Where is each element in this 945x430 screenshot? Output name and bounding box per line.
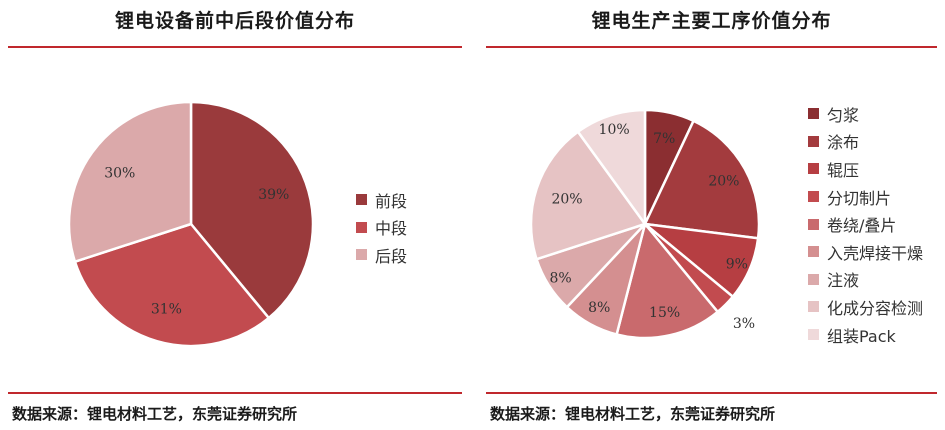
right-legend-label: 涂布 — [827, 133, 860, 153]
right-chart-title: 锂电生产主要工序价值分布 — [591, 10, 832, 32]
right-slice-label-4: 15% — [649, 305, 680, 321]
left-legend-label: 中段 — [375, 219, 408, 239]
right-legend-label: 入壳焊接干燥 — [827, 243, 924, 263]
left-slice-label-1: 31% — [151, 302, 182, 318]
left-legend-label: 后段 — [375, 246, 408, 266]
right-legend: 匀浆涂布辊压分切制片卷绕/叠片入壳焊接干燥 注液化成分容检测 组装Pack — [808, 100, 923, 348]
right-legend-item: 入壳焊接干燥 — [808, 238, 923, 266]
right-legend-swatch — [808, 329, 819, 341]
right-legend-item: 卷绕/叠片 — [808, 210, 923, 238]
right-chart-panel: 锂电生产主要工序价值分布 7% 20% 9% 3% 15% 8% 8% 20% 10% 匀浆涂布… — [478, 0, 945, 430]
right-legend-label: 注液 — [827, 271, 860, 291]
right-slice-label-0: 7% — [653, 131, 675, 147]
left-legend-swatch — [356, 221, 367, 233]
right-top-rule — [486, 46, 937, 48]
right-slice-label-8: 10% — [599, 122, 630, 138]
left-bottom-rule — [8, 392, 462, 394]
left-slice-2 — [67, 100, 193, 264]
left-top-rule — [8, 46, 462, 48]
left-slice-1 — [73, 222, 271, 348]
left-legend-item: 前段 — [356, 186, 407, 214]
right-slice-8 — [576, 108, 647, 228]
right-legend-label: 辊压 — [827, 160, 860, 180]
right-legend-label: 分切制片 — [827, 188, 892, 208]
right-legend-swatch — [808, 218, 819, 230]
right-legend-item: 注液 — [808, 266, 923, 294]
right-bottom-rule — [486, 392, 937, 394]
left-slice-0 — [189, 100, 315, 320]
right-legend-swatch — [808, 108, 819, 120]
right-legend-label: 匀浆 — [827, 105, 860, 125]
right-legend-label: 卷绕/叠片 — [827, 216, 897, 236]
right-pie-chart: 7% 20% 9% 3% 15% 8% 8% 20% 10% — [529, 108, 761, 340]
left-pie-chart: 39% 31% 30% — [67, 100, 315, 348]
right-legend-item: 分切制片 — [808, 183, 923, 211]
left-legend-label: 前段 — [375, 191, 408, 211]
right-legend-item: 组装Pack — [808, 321, 923, 349]
right-legend-item: 辊压 — [808, 155, 923, 183]
left-slice-label-0: 39% — [258, 187, 289, 203]
right-slice-label-7: 20% — [551, 192, 582, 208]
left-slice-label-2: 30% — [104, 165, 135, 181]
right-legend-item: 匀浆 — [808, 100, 923, 128]
right-legend-item: 涂布 — [808, 128, 923, 156]
right-slice-label-5: 8% — [588, 300, 610, 316]
left-chart-panel: 锂电设备前中后段价值分布 39% 31% 30% 前段中段后段 数据来源：锂电材料工… — [0, 0, 470, 430]
right-slice-7 — [529, 130, 648, 261]
right-legend-swatch — [808, 163, 819, 175]
left-legend: 前段 中段 后段 — [356, 186, 407, 269]
right-legend-swatch — [808, 246, 819, 258]
left-source-note: 数据来源：锂电材料工艺，东莞证券研究所 — [12, 405, 298, 423]
right-legend-label: 化成分容检测 — [827, 298, 924, 318]
right-slice-label-1: 20% — [708, 174, 739, 190]
right-legend-swatch — [808, 273, 819, 285]
left-chart-title: 锂电设备前中后段价值分布 — [114, 10, 355, 32]
right-slice-1 — [643, 119, 761, 240]
right-slice-label-6: 8% — [549, 271, 571, 287]
right-legend-swatch — [808, 191, 819, 203]
left-legend-swatch — [356, 194, 367, 206]
right-legend-label: 组装Pack — [827, 326, 896, 346]
right-source-note: 数据来源：锂电材料工艺，东莞证券研究所 — [490, 405, 776, 423]
right-legend-swatch — [808, 135, 819, 147]
right-legend-swatch — [808, 301, 819, 313]
left-legend-swatch — [356, 249, 367, 261]
right-slice-label-2: 9% — [726, 257, 748, 273]
right-slice-label-3: 3% — [733, 316, 755, 332]
right-legend-item: 化成分容检测 — [808, 293, 923, 321]
right-slice-4 — [615, 221, 720, 340]
left-legend-item: 中段 — [356, 214, 407, 242]
left-legend-item: 后段 — [356, 241, 407, 269]
